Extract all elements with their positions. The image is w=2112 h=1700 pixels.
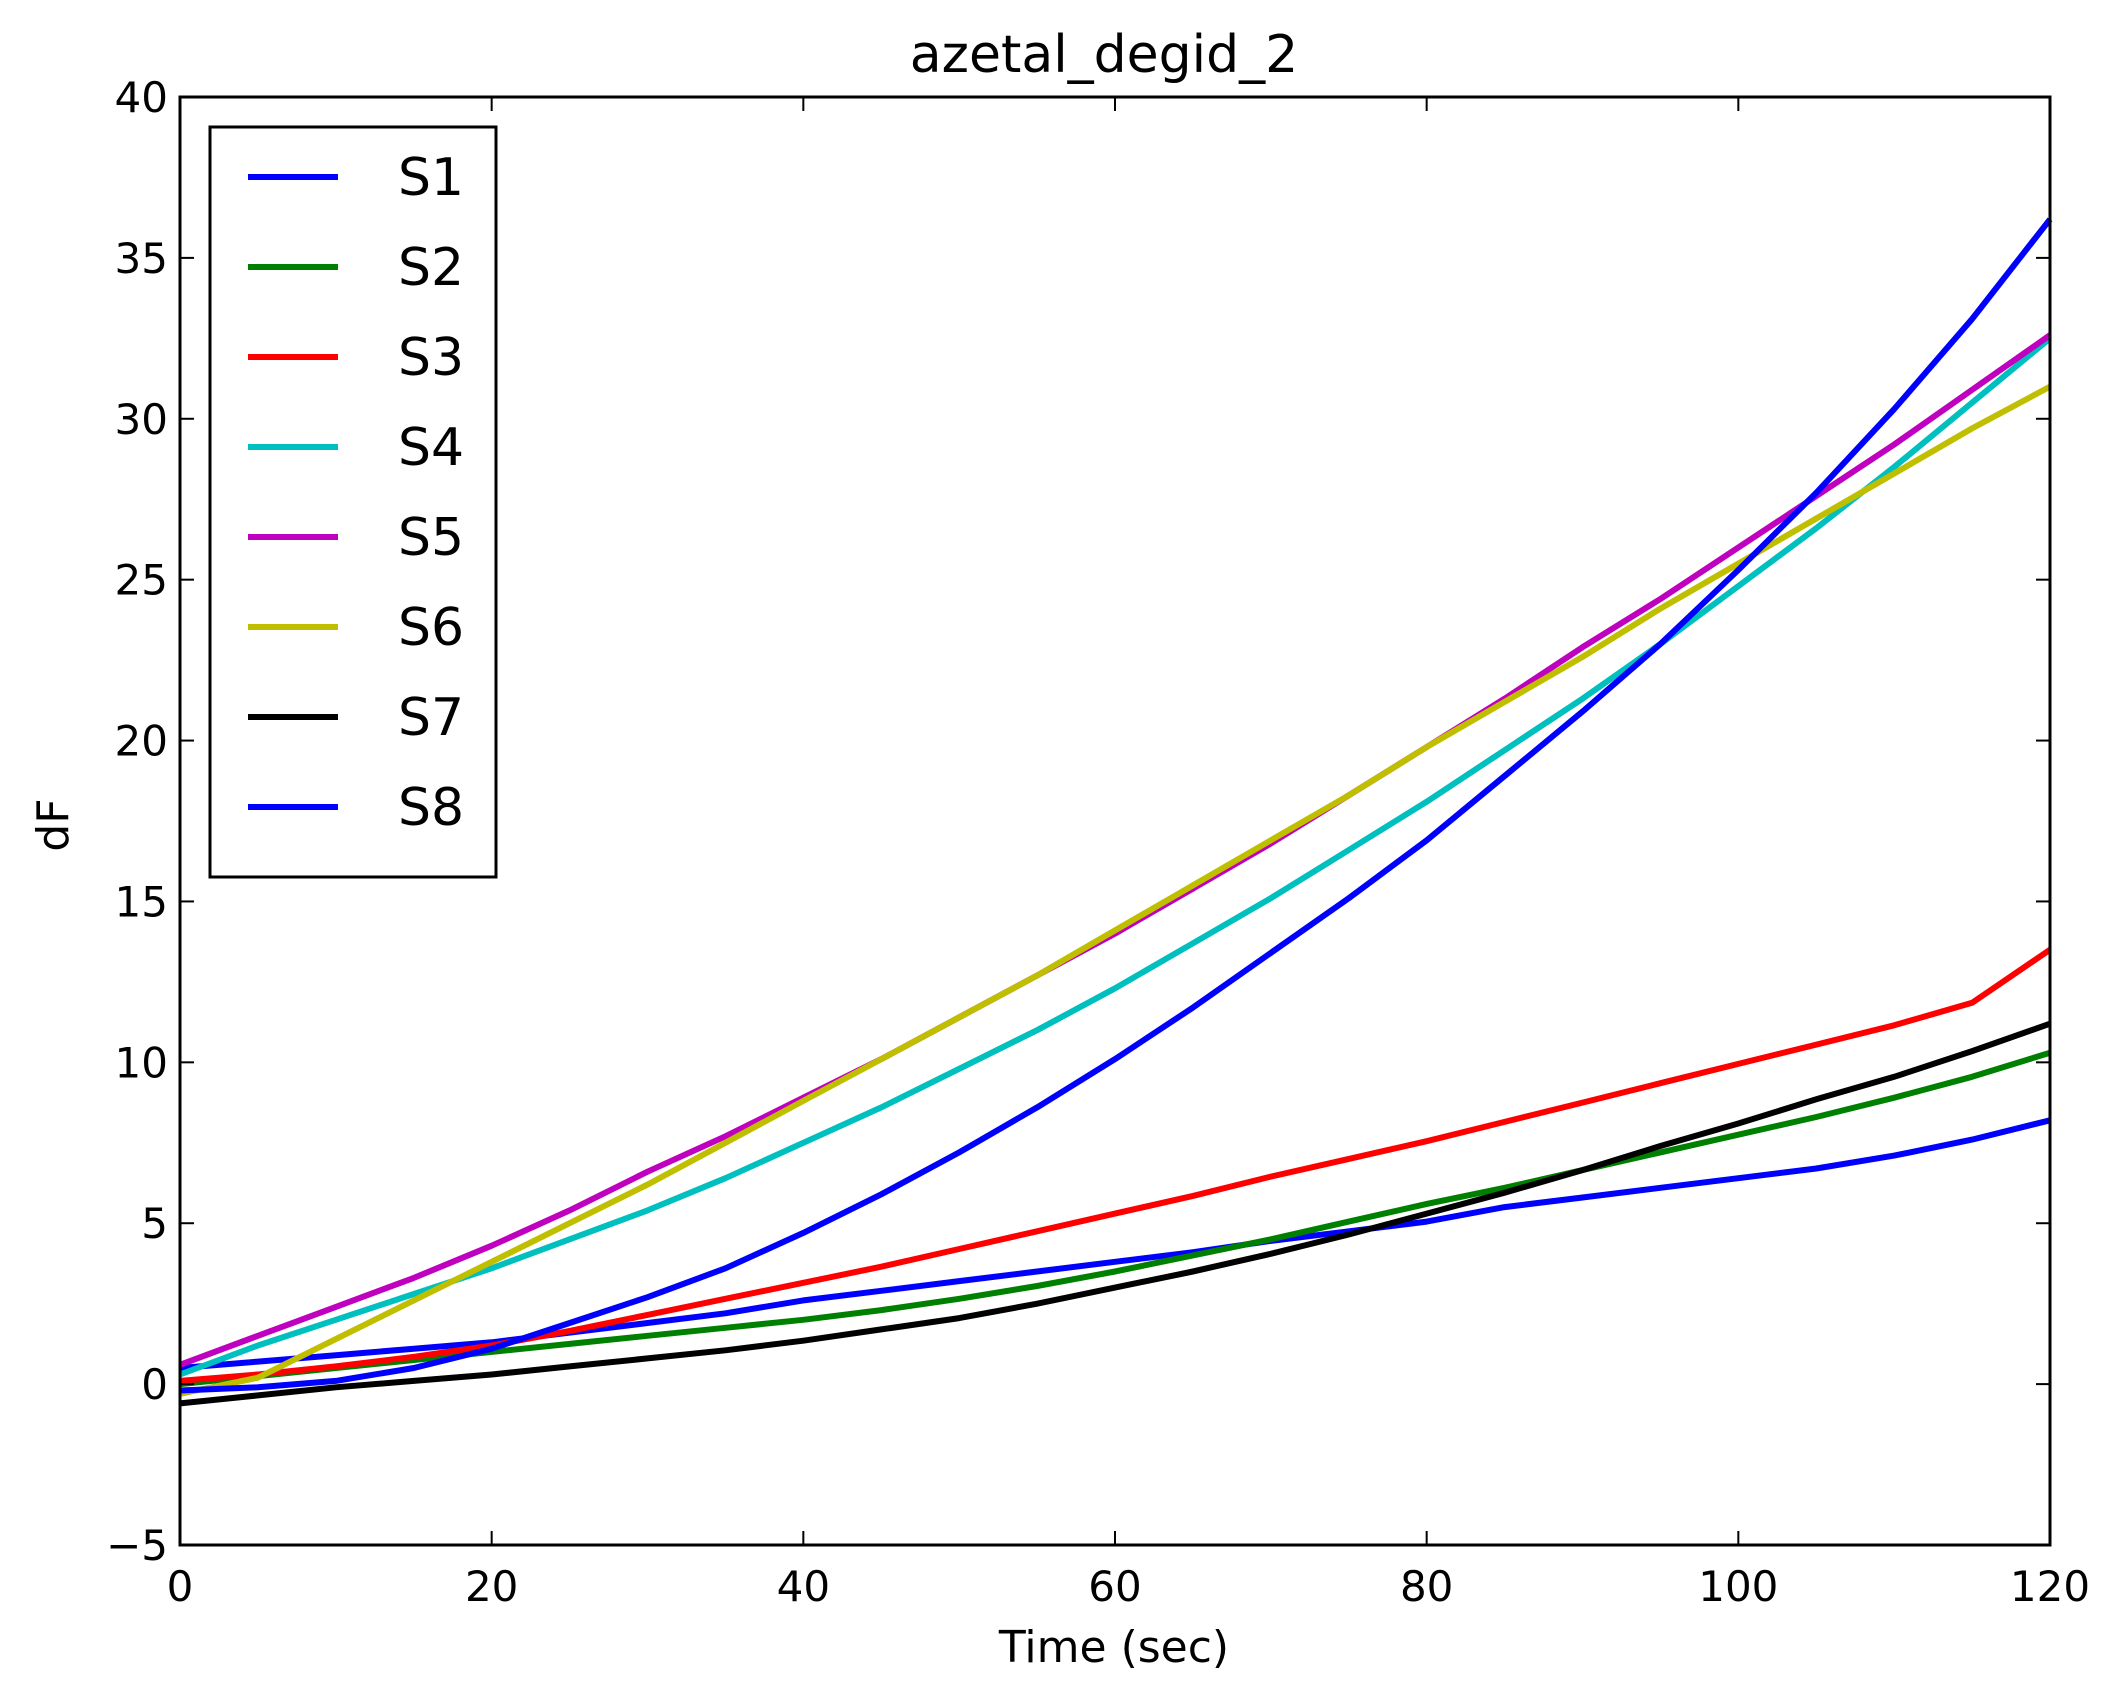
- series-line-s8: [179, 217, 2053, 1394]
- y-tick-labels: −5 0 5 10 15 20 25 30 35 40: [106, 73, 168, 1570]
- y-tick-label: 0: [141, 1360, 168, 1409]
- axis-ticks: [179, 96, 2051, 1546]
- y-tick-label: 40: [115, 73, 168, 122]
- y-tick-label: 10: [115, 1038, 168, 1087]
- legend-label: S3: [398, 328, 464, 388]
- legend-label: S1: [398, 148, 464, 208]
- y-tick-label: 20: [115, 717, 168, 766]
- legend-label: S7: [398, 688, 464, 748]
- x-tick-label: 100: [1698, 1562, 1778, 1611]
- legend-entry-s6: S6: [248, 598, 464, 658]
- legend-entry-s3: S3: [248, 328, 464, 388]
- legend-entry-s5: S5: [248, 508, 464, 568]
- x-tick-label: 60: [1088, 1562, 1141, 1611]
- legend-entry-s8: S8: [248, 778, 464, 838]
- y-tick-label: 15: [115, 877, 168, 926]
- x-axis-label: Time (sec): [998, 1622, 1229, 1673]
- x-tick-label: 120: [2010, 1562, 2090, 1611]
- y-tick-label: 30: [115, 395, 168, 444]
- series-lines: [178, 217, 2053, 1407]
- legend-box: [208, 125, 498, 879]
- series-line-s1: [179, 1117, 2051, 1371]
- legend-entry-s1: S1: [248, 148, 464, 208]
- series-line-s2: [179, 1049, 2051, 1388]
- x-tick-label: 80: [1400, 1562, 1453, 1611]
- y-axis-label: dF: [28, 798, 79, 851]
- series-line-s7: [179, 1020, 2051, 1407]
- x-tick-label: 20: [465, 1562, 518, 1611]
- legend-label: S2: [398, 238, 464, 298]
- legend-entry-s4: S4: [248, 418, 464, 478]
- series-line-s6: [179, 383, 2052, 1397]
- legend-label: S6: [398, 598, 464, 658]
- y-tick-label: 25: [115, 556, 168, 605]
- series-line-s4: [178, 335, 2052, 1378]
- y-tick-label: −5: [106, 1521, 168, 1570]
- series-line-s3: [179, 947, 2052, 1384]
- legend-label: S8: [398, 778, 464, 838]
- legend-entry-s2: S2: [248, 238, 464, 298]
- legend-label: S5: [398, 508, 464, 568]
- chart-title: azetal_degid_2: [910, 25, 1298, 85]
- y-tick-label: 5: [141, 1199, 168, 1248]
- legend: S1 S2 S3 S4 S5 S6 S7 S8: [208, 125, 498, 879]
- x-tick-labels: 0 20 40 60 80 100 120: [167, 1562, 2090, 1611]
- legend-label: S4: [398, 418, 464, 478]
- x-tick-label: 0: [167, 1562, 194, 1611]
- y-tick-label: 35: [115, 234, 168, 283]
- x-tick-label: 40: [777, 1562, 830, 1611]
- legend-items: S1 S2 S3 S4 S5 S6 S7 S8: [248, 148, 464, 838]
- legend-entry-s7: S7: [248, 688, 464, 748]
